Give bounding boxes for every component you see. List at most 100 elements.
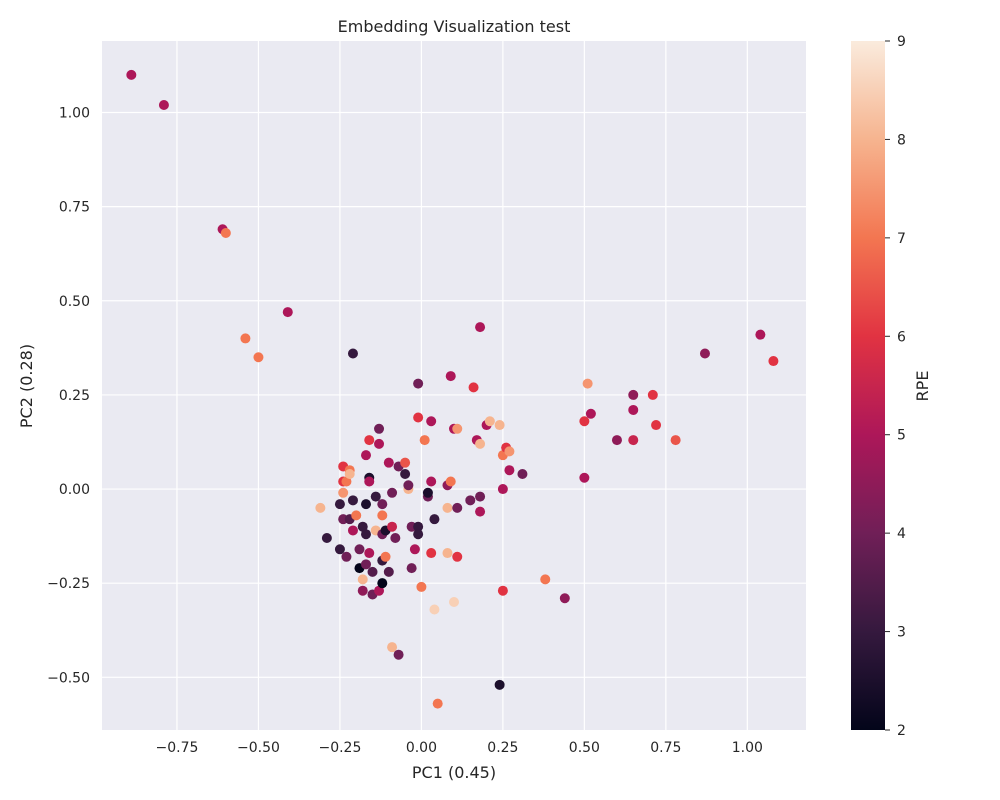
data-point	[361, 499, 371, 510]
x-tick-label: 1.00	[732, 740, 763, 756]
data-point	[579, 416, 590, 427]
data-point	[364, 476, 375, 487]
data-point	[377, 510, 388, 521]
y-tick-label: 0.00	[59, 482, 90, 498]
data-point	[393, 649, 404, 660]
data-point	[497, 585, 508, 596]
x-tick-label: 0.00	[406, 740, 437, 756]
data-point	[419, 435, 430, 446]
data-point	[755, 329, 766, 340]
data-point	[380, 551, 391, 562]
data-point	[364, 548, 375, 559]
data-point	[494, 679, 505, 690]
data-point	[497, 484, 508, 495]
data-point	[413, 529, 424, 540]
data-point	[494, 420, 505, 431]
data-point	[445, 371, 456, 382]
data-point	[429, 514, 440, 525]
data-point	[413, 412, 424, 423]
y-tick-label: 0.50	[59, 294, 90, 310]
data-point	[387, 487, 398, 498]
data-point	[377, 578, 388, 589]
data-point	[361, 529, 371, 540]
data-point	[400, 457, 411, 468]
data-point	[504, 465, 515, 476]
data-point	[442, 548, 453, 559]
data-point	[334, 499, 345, 510]
data-point	[315, 502, 326, 513]
data-point	[416, 581, 427, 592]
data-point	[628, 404, 639, 415]
data-point	[628, 435, 639, 446]
data-point	[429, 604, 440, 615]
data-point	[475, 506, 486, 517]
colorbar-tick-label: 6	[897, 329, 906, 345]
data-point	[452, 423, 463, 434]
data-point	[390, 532, 401, 543]
data-point	[628, 389, 639, 400]
data-point	[370, 491, 381, 502]
x-tick-label: 0.50	[569, 740, 600, 756]
data-point	[357, 521, 368, 532]
y-tick-label: 1.00	[59, 106, 90, 122]
colorbar	[851, 41, 885, 730]
data-point	[364, 435, 375, 446]
data-point	[354, 544, 365, 555]
data-point	[468, 382, 479, 393]
data-point	[357, 585, 368, 596]
data-point	[341, 476, 352, 487]
plot-area	[102, 41, 806, 730]
data-point	[406, 563, 417, 574]
data-point	[240, 333, 251, 344]
colorbar-tick-label: 3	[897, 625, 906, 641]
data-point	[377, 499, 388, 510]
x-tick-label: 0.25	[487, 740, 518, 756]
data-point	[253, 352, 264, 363]
colorbar-tick-label: 9	[897, 34, 906, 50]
data-point	[374, 423, 385, 434]
data-point	[582, 378, 593, 389]
data-point	[699, 348, 710, 359]
data-point	[422, 487, 433, 498]
data-point	[409, 544, 420, 555]
data-point	[579, 472, 590, 483]
data-point	[383, 566, 394, 577]
data-point	[445, 476, 456, 487]
data-point	[504, 446, 515, 457]
data-point	[475, 438, 486, 449]
data-point	[449, 596, 459, 607]
colorbar-tick-label: 8	[897, 132, 906, 148]
colorbar-ticks: 2 3 4 5 6 7 8 9	[885, 34, 906, 739]
data-point	[383, 457, 394, 468]
y-tick-label: 0.75	[59, 200, 90, 216]
data-point	[400, 468, 411, 479]
x-tick-label: 0.75	[650, 740, 681, 756]
data-point	[341, 551, 352, 562]
y-tick-label: −0.25	[47, 576, 90, 592]
colorbar-tick-label: 4	[897, 526, 906, 542]
x-tick-label: −0.50	[237, 740, 280, 756]
data-point	[374, 585, 385, 596]
data-point	[367, 566, 378, 577]
data-point	[426, 476, 437, 487]
data-point	[357, 574, 368, 585]
data-point	[611, 435, 622, 446]
data-point	[347, 495, 358, 506]
data-point	[403, 480, 414, 491]
data-point	[647, 389, 658, 400]
y-tick-label: 0.25	[59, 388, 90, 404]
data-point	[559, 593, 570, 604]
colorbar-tick-label: 2	[897, 723, 906, 739]
data-point	[344, 468, 355, 479]
data-point	[361, 559, 371, 570]
colorbar-tick-label: 7	[897, 231, 906, 247]
data-point	[585, 408, 596, 419]
data-point	[387, 642, 398, 653]
x-axis-label: PC1 (0.45)	[412, 763, 496, 782]
x-tick-label: −0.25	[318, 740, 361, 756]
data-point	[351, 510, 362, 521]
colorbar-label: RPE	[913, 371, 932, 402]
data-point	[413, 521, 424, 532]
data-point	[540, 574, 551, 585]
